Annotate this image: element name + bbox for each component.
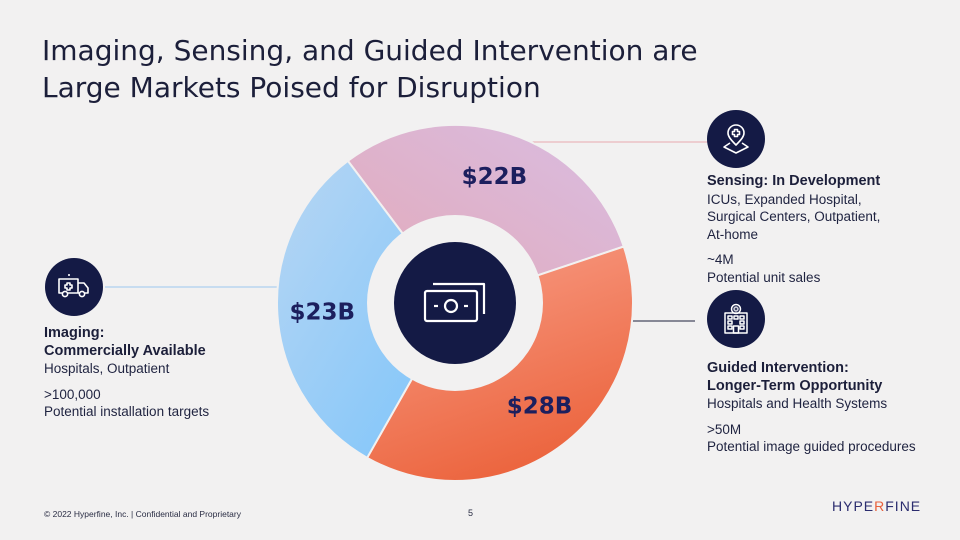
footer-copyright: © 2022 Hyperfine, Inc. | Confidential an… (44, 509, 241, 519)
imaging-stat-label: Potential installation targets (44, 404, 210, 419)
sensing-heading: Sensing: In Development (707, 173, 881, 189)
label-guided-intervention: $28B (507, 394, 573, 420)
slide-title-line-2: Large Markets Poised for Disruption (42, 71, 541, 104)
hyperfine-logo: HYPERFINE (832, 498, 921, 514)
imaging-heading-1: Imaging: (44, 325, 105, 341)
sensing-desc-line-3: At-home (707, 226, 759, 242)
map-pin-medical-icon (723, 124, 749, 154)
sensing-icon-circle (707, 110, 765, 168)
label-imaging: $23B (290, 300, 356, 326)
slide-title: Imaging, Sensing, and Guided Interventio… (42, 32, 722, 106)
sensing-stat: ~4M (707, 252, 734, 267)
hospital-building-icon (724, 303, 748, 334)
ambulance-icon (58, 274, 89, 298)
logo-text-3: FINE (885, 498, 922, 514)
imaging-description: Hospitals, Outpatient (44, 361, 170, 376)
slide-title-line-1: Imaging, Sensing, and Guided Interventio… (42, 34, 698, 67)
page-number: 5 (468, 508, 474, 518)
sensing-desc-line-1: ICUs, Expanded Hospital, (707, 191, 862, 207)
guided-description: Hospitals and Health Systems (707, 396, 888, 411)
sensing-desc-line-2: Surgical Centers, Outpatient, (707, 209, 881, 224)
guided-stat: >50M (707, 421, 742, 437)
imaging-icon-circle (45, 258, 103, 316)
imaging-heading-2: Commercially Available (44, 342, 206, 359)
sensing-block: Sensing: In Development ICUs, Expanded H… (707, 173, 947, 286)
sensing-stat-label: Potential unit sales (707, 269, 821, 285)
imaging-block: Imaging: Commercially Available Hospital… (44, 325, 284, 421)
guided-stat-label: Potential image guided procedures (707, 439, 916, 454)
logo-text-1: HYPE (832, 498, 875, 514)
money-icon (423, 282, 486, 323)
segment-sensing (346, 124, 626, 305)
guided-heading-1: Guided Intervention: (707, 360, 849, 376)
imaging-stat: >100,000 (44, 386, 101, 402)
logo-text-2: R (874, 498, 886, 514)
guided-heading-2: Longer-Term Opportunity (707, 377, 883, 394)
label-sensing: $22B (462, 164, 528, 190)
segment-imaging (276, 159, 457, 460)
guided-icon-circle (707, 290, 765, 348)
guided-block: Guided Intervention: Longer-Term Opportu… (707, 360, 957, 456)
